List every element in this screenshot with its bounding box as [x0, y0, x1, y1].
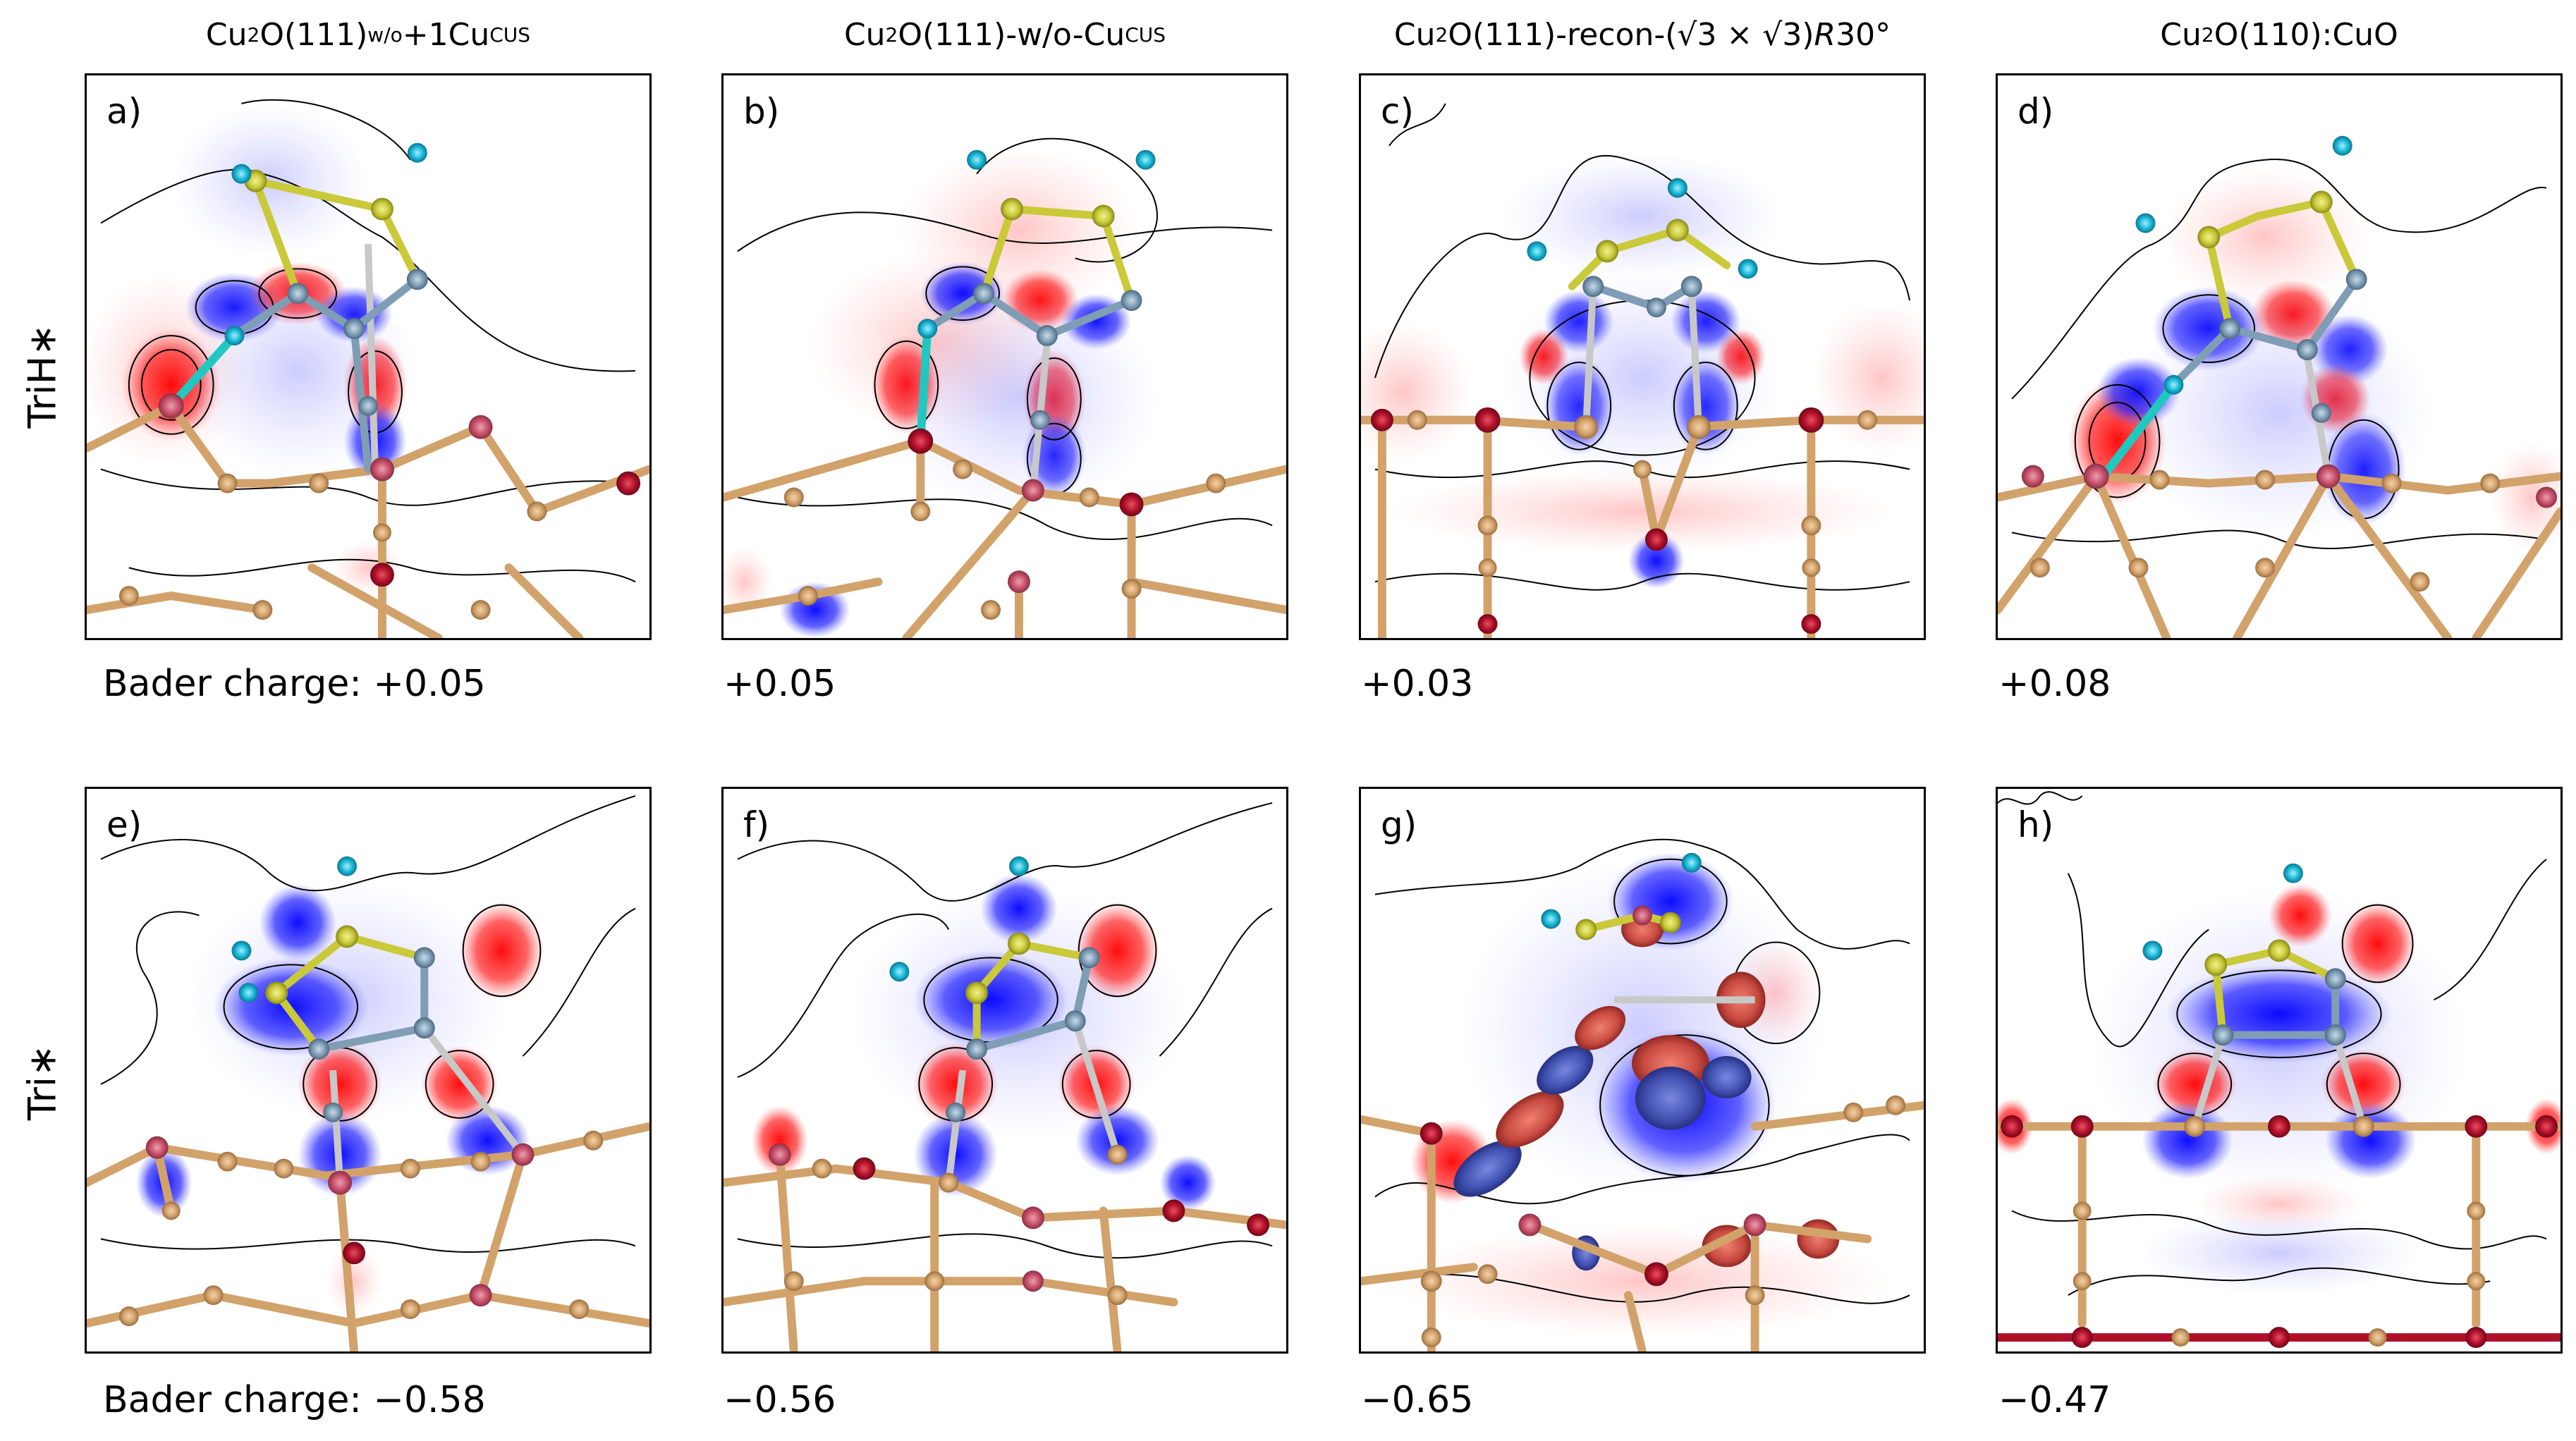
charge-density-map — [1998, 791, 2560, 1349]
charge-density-map — [87, 99, 649, 638]
column-title-1: Cu 2 O(111) w/o +1Cu CUS — [205, 16, 531, 53]
panel-b: b) — [721, 73, 1288, 640]
charge-density-map — [1361, 103, 1924, 638]
panel-label: e) — [106, 804, 142, 845]
column-title-3: Cu 2 O(111)-recon-(√3 × √3) R 30° — [1393, 16, 1891, 53]
charge-density-map — [724, 802, 1286, 1351]
panel-a: a) — [85, 73, 652, 640]
charge-density-map — [724, 137, 1286, 638]
row-label-tri: Tri∗ — [20, 1044, 65, 1121]
panel-label: d) — [2018, 91, 2054, 132]
atoms — [118, 142, 641, 620]
panel-label: a) — [106, 91, 142, 132]
row-label-trih: TriH∗ — [20, 324, 65, 429]
bader-charge-h: −0.47 — [1998, 1379, 2111, 1421]
bader-charge-g: −0.65 — [1361, 1379, 1474, 1421]
panel-label: b) — [743, 91, 780, 132]
bader-charge-c: +0.03 — [1361, 663, 1474, 705]
panel-e: e) — [85, 787, 652, 1354]
panel-h: h) — [1996, 787, 2563, 1354]
bader-charge-f: −0.56 — [724, 1379, 836, 1421]
panel-label: c) — [1381, 91, 1414, 132]
charge-density-map — [1998, 135, 2560, 638]
bader-charge-e: Bader charge: −0.58 — [103, 1379, 486, 1421]
panel-d: d) — [1996, 73, 2563, 640]
bader-charge-a: Bader charge: +0.05 — [103, 663, 486, 705]
panel-label: f) — [743, 804, 770, 845]
panel-label: h) — [2018, 804, 2054, 845]
panel-f: f) — [721, 787, 1288, 1354]
panel-c: c) — [1359, 73, 1926, 640]
bader-charge-b: +0.05 — [724, 663, 836, 705]
charge-density-map — [1361, 838, 1924, 1351]
panel-label: g) — [1381, 804, 1417, 845]
bader-charge-d: +0.08 — [1998, 663, 2111, 705]
charge-density-map — [87, 795, 649, 1351]
column-title-2: Cu 2 O(111)-w/o-Cu CUS — [843, 16, 1166, 53]
column-title-4: Cu 2 O(110):CuO — [2160, 16, 2398, 53]
panel-g: g) — [1359, 787, 1926, 1354]
